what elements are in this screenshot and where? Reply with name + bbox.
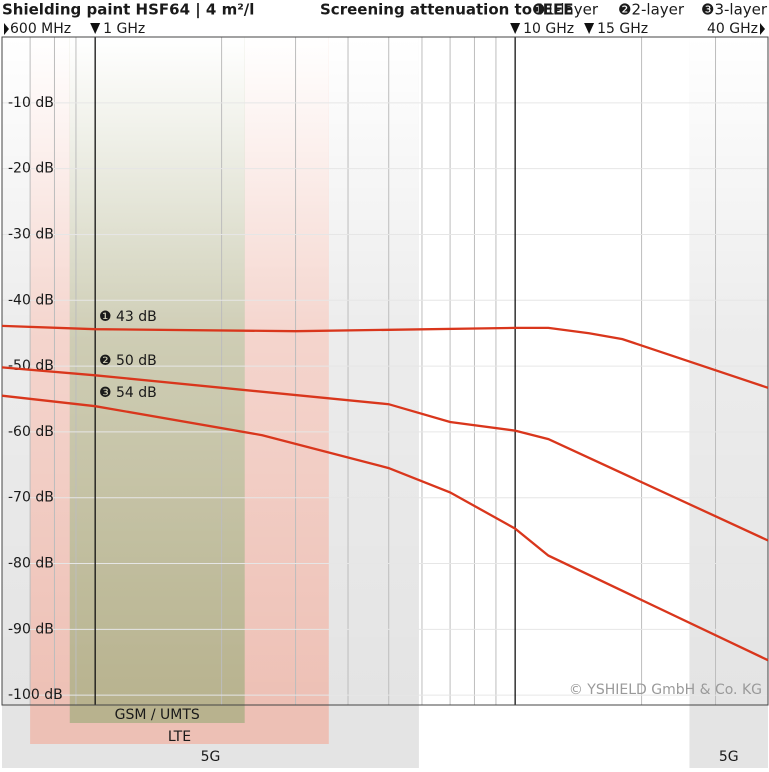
x-tick-label: 40 GHz: [707, 21, 758, 37]
band-fade: [69, 37, 245, 705]
annotation: ❷ 50 dB: [99, 353, 157, 369]
y-tick-label: -100 dB: [8, 687, 63, 703]
band-label: 5G: [719, 749, 739, 765]
band-label: 5G: [201, 749, 221, 765]
x-tick-label: 15 GHz: [597, 21, 648, 37]
annotation: ❶ 43 dB: [99, 309, 157, 325]
tick-marker: [4, 23, 9, 35]
y-tick-label: -40 dB: [8, 292, 54, 308]
series-line: [1, 324, 769, 389]
band-label: GSM / UMTS: [115, 707, 200, 723]
legend-entry: ❸3-layer: [701, 1, 768, 19]
y-tick-label: -30 dB: [8, 226, 54, 242]
x-tick-label: 600 MHz: [10, 21, 71, 37]
series-line: [1, 394, 769, 662]
y-tick-label: -90 dB: [8, 621, 54, 637]
legend-entry: ❷2-layer: [618, 1, 685, 19]
plot-frame: [1, 36, 769, 706]
tick-marker: [510, 23, 521, 34]
x-tick-label: 1 GHz: [103, 21, 145, 37]
y-tick-label: -60 dB: [8, 424, 54, 440]
series-line: [1, 366, 769, 542]
y-tick-label: -70 dB: [8, 490, 54, 506]
legend-entry: ❶1-layer: [532, 1, 599, 19]
chart-subtitle: Screening attenuation to IEEE: [320, 1, 574, 19]
copyright: © YSHIELD GmbH & Co. KG: [569, 682, 762, 698]
tick-marker: [584, 23, 595, 34]
annotation: ❸ 54 dB: [99, 385, 157, 401]
tick-marker: [90, 23, 101, 34]
y-tick-label: -10 dB: [8, 95, 54, 111]
band-fade: [689, 37, 768, 705]
y-tick-label: -80 dB: [8, 556, 54, 572]
band-label: LTE: [168, 729, 191, 745]
x-tick-label: 10 GHz: [523, 21, 574, 37]
chart-title: Shielding paint HSF64 | 4 m²/l: [2, 1, 254, 20]
tick-marker: [760, 23, 765, 35]
y-tick-label: -20 dB: [8, 161, 54, 177]
